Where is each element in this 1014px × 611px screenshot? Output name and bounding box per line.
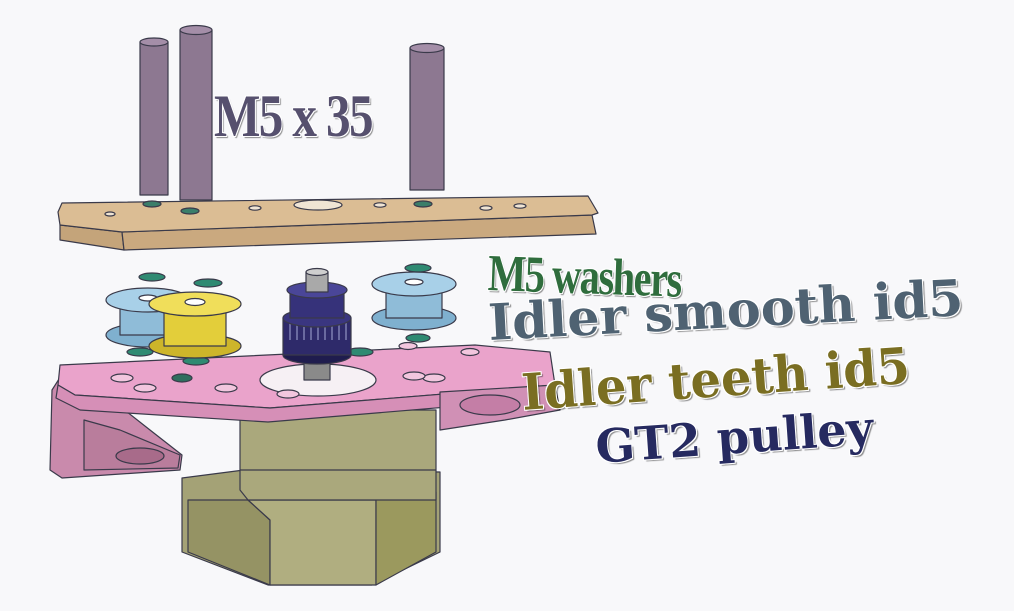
m5-bolt-3 [410,44,444,191]
label-m5-bolts: M5 x 35 [214,86,372,146]
idler-smooth-right [372,272,456,330]
m5-bolt-1 [140,38,168,195]
stepper-motor [182,410,440,585]
top-plate [58,196,598,250]
m5-bolt-2 [180,26,212,201]
